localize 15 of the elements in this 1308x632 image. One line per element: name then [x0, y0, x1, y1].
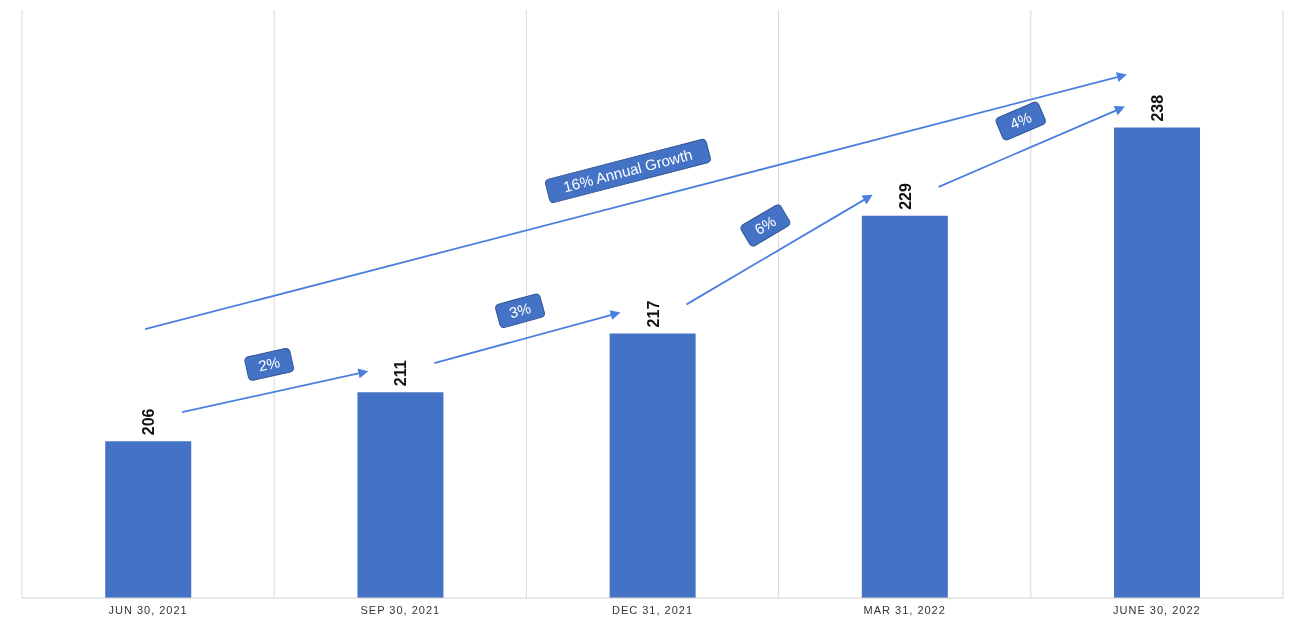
annotation: 3%	[507, 299, 533, 322]
annotation: 2%	[256, 353, 282, 375]
data-label: 211	[392, 360, 410, 387]
data-label: 217	[644, 300, 662, 328]
data-label: 238	[1149, 94, 1167, 122]
annotation: 16% Annual Growth	[561, 145, 695, 196]
x-tick-label: JUNE 30, 2022	[1113, 603, 1201, 616]
annotation: 4%	[1007, 108, 1034, 133]
data-label: 229	[896, 183, 914, 210]
annotation: 6%	[751, 212, 779, 238]
x-tick-label: MAR 31, 2022	[863, 603, 946, 616]
data-label: 206	[140, 408, 158, 436]
x-tick-label: DEC 31, 2021	[611, 603, 694, 616]
x-tick-label: SEP 30, 2021	[360, 603, 441, 616]
x-tick-label: JUN 30, 2021	[108, 603, 188, 616]
